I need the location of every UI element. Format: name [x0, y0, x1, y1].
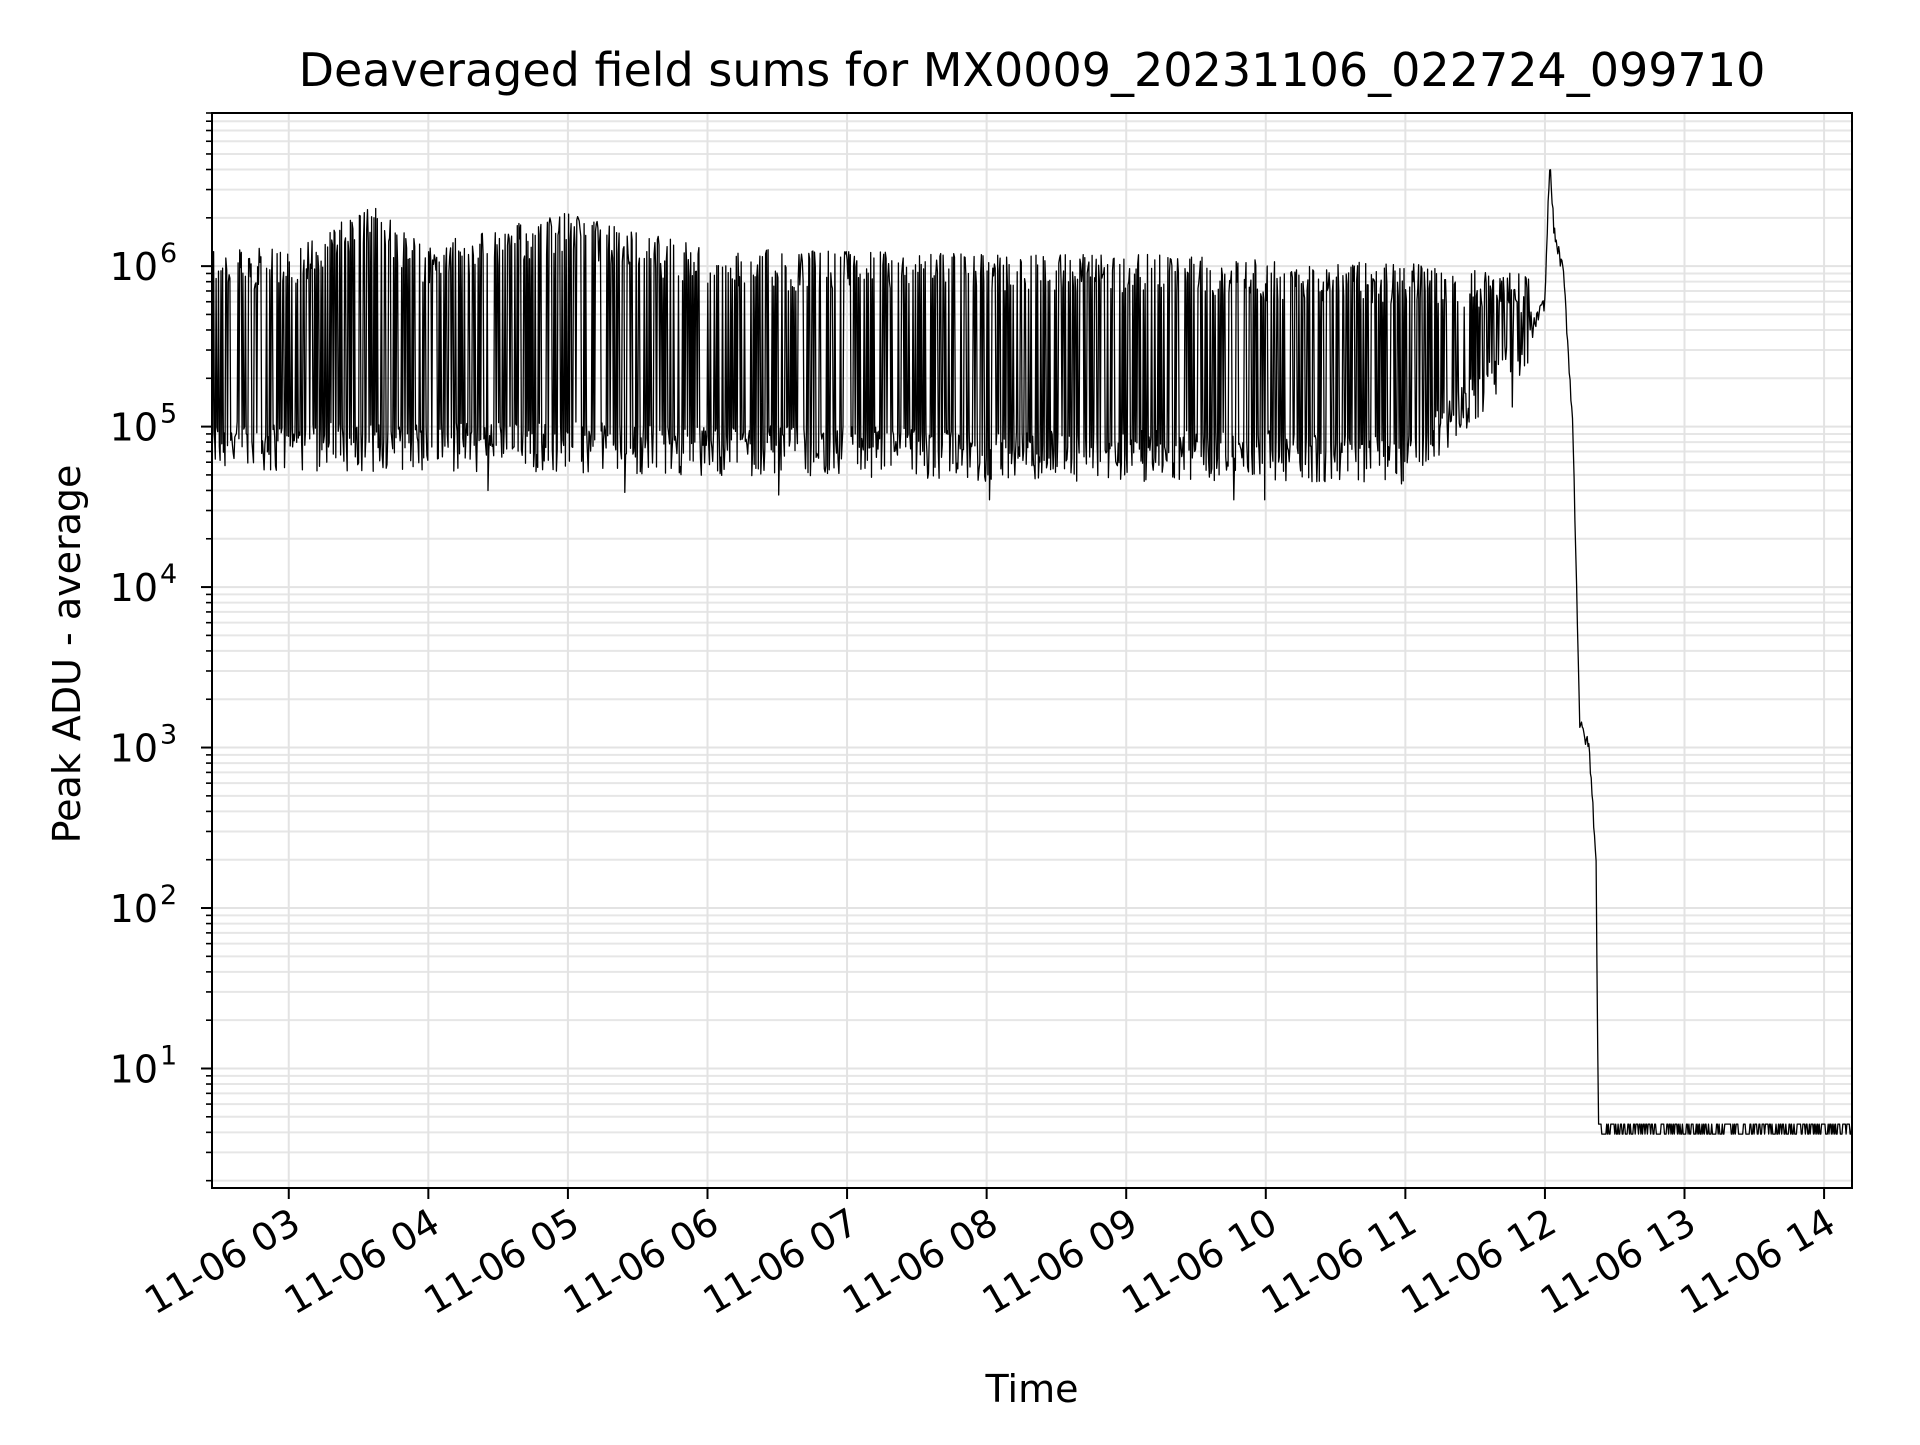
y-tick-label-base: 10 [110, 727, 158, 771]
y-tick-label-exponent: 4 [160, 559, 177, 590]
y-tick-label: 10 2 [110, 880, 178, 931]
y-tick-label: 10 5 [110, 399, 178, 450]
grid-layer [212, 112, 1852, 1188]
y-tick-label-exponent: 5 [160, 399, 177, 430]
y-tick-label: 10 3 [110, 720, 178, 771]
x-tick-label: 11-06 10 [1114, 1200, 1284, 1324]
chart-title: Deaveraged field sums for MX0009_2023110… [299, 43, 1766, 97]
y-tick-label-base: 10 [110, 566, 158, 610]
x-tick-label: 11-06 03 [137, 1200, 307, 1324]
x-tick-label: 11-06 09 [975, 1200, 1145, 1324]
y-tick-label-base: 10 [110, 887, 158, 931]
x-tick-label: 11-06 08 [835, 1200, 1005, 1324]
y-tick-label-base: 10 [110, 245, 158, 289]
data-layer [211, 169, 1853, 1135]
x-tick-label: 11-06 14 [1673, 1200, 1843, 1324]
x-tick-label: 11-06 04 [277, 1200, 447, 1324]
y-tick-label-exponent: 3 [160, 720, 177, 751]
y-tick-label: 10 4 [110, 559, 178, 610]
y-tick-label-exponent: 2 [160, 880, 177, 911]
series-line [211, 169, 1853, 1135]
y-tick-label: 10 1 [110, 1040, 178, 1091]
y-tick-label-exponent: 1 [160, 1040, 177, 1071]
y-tick-label-base: 10 [110, 406, 158, 450]
x-tick-label: 11-06 13 [1533, 1200, 1703, 1324]
x-tick-label: 11-06 11 [1254, 1200, 1424, 1324]
x-axis-label: Time [985, 1367, 1079, 1411]
y-tick-label-exponent: 6 [160, 238, 177, 269]
x-tick-label: 11-06 07 [696, 1200, 866, 1324]
y-tick-label-base: 10 [110, 1047, 158, 1091]
y-tick-label: 10 6 [110, 238, 178, 289]
x-tick-label: 11-06 12 [1393, 1200, 1563, 1324]
y-axis-label: Peak ADU - average [45, 465, 89, 844]
x-tick-label: 11-06 05 [416, 1200, 586, 1324]
x-tick-label: 11-06 06 [556, 1200, 726, 1324]
